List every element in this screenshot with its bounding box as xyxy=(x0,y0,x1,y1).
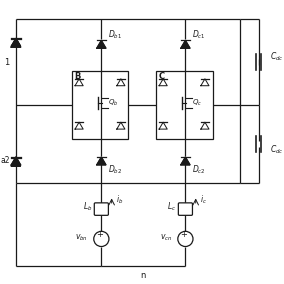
Polygon shape xyxy=(117,79,125,86)
Text: $i_b$: $i_b$ xyxy=(116,193,124,206)
Polygon shape xyxy=(75,79,83,86)
Polygon shape xyxy=(97,157,106,165)
Polygon shape xyxy=(159,79,167,86)
Text: $L_b$: $L_b$ xyxy=(83,200,93,213)
Polygon shape xyxy=(201,122,209,129)
Polygon shape xyxy=(11,158,20,166)
Bar xyxy=(72,71,128,139)
FancyBboxPatch shape xyxy=(94,203,108,215)
Text: 1: 1 xyxy=(4,58,9,67)
Text: C: C xyxy=(158,72,165,81)
Polygon shape xyxy=(181,40,190,48)
Text: $Q_b$: $Q_b$ xyxy=(108,98,118,108)
Text: $D_{b2}$: $D_{b2}$ xyxy=(108,164,122,176)
Text: $C_{dc}$: $C_{dc}$ xyxy=(270,143,284,156)
Polygon shape xyxy=(181,157,190,165)
Text: $v_{cn}$: $v_{cn}$ xyxy=(160,232,172,243)
Text: +: + xyxy=(96,230,103,239)
Polygon shape xyxy=(97,40,106,48)
Text: n: n xyxy=(141,272,146,281)
Polygon shape xyxy=(11,157,21,165)
Text: $L_c$: $L_c$ xyxy=(167,200,176,213)
Polygon shape xyxy=(201,79,209,86)
Polygon shape xyxy=(11,39,21,47)
Polygon shape xyxy=(11,38,20,46)
Polygon shape xyxy=(117,122,125,129)
Text: $Q_c$: $Q_c$ xyxy=(192,98,202,108)
Text: a2: a2 xyxy=(1,156,11,165)
Polygon shape xyxy=(75,122,83,129)
Text: $D_{c2}$: $D_{c2}$ xyxy=(192,164,206,176)
Text: +: + xyxy=(180,230,187,239)
Text: $D_{b1}$: $D_{b1}$ xyxy=(108,29,122,41)
Text: $C_{dc}$: $C_{dc}$ xyxy=(270,50,284,63)
Text: $v_{bn}$: $v_{bn}$ xyxy=(75,232,88,243)
Bar xyxy=(156,71,212,139)
Polygon shape xyxy=(159,122,167,129)
Text: B: B xyxy=(74,72,81,81)
Text: $i_c$: $i_c$ xyxy=(200,193,207,206)
FancyBboxPatch shape xyxy=(178,203,193,215)
Text: $D_{c1}$: $D_{c1}$ xyxy=(192,29,206,41)
